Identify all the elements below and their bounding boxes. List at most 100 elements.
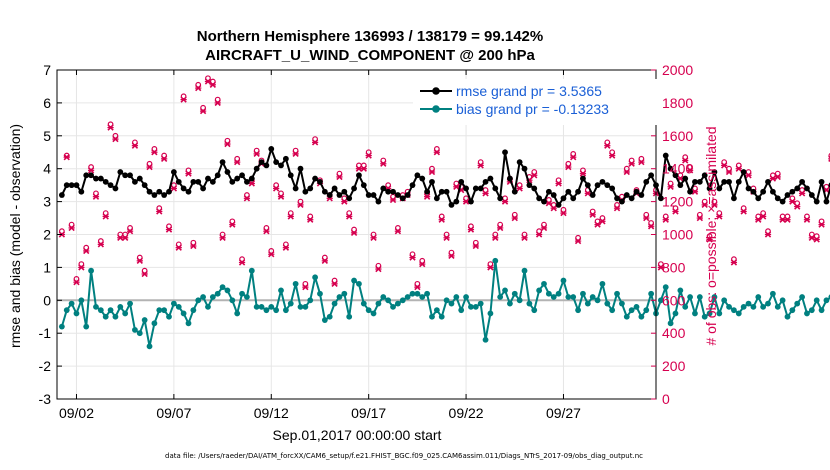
obs-assimilated-point: [579, 170, 587, 177]
obs-assimilated-point: [560, 209, 567, 217]
obs-assimilated-point: [97, 241, 104, 248]
obs-assimilated-point: [219, 234, 226, 241]
obs-assimilated-point: [102, 213, 109, 220]
rmse-point: [244, 178, 250, 185]
rmse-point: [584, 182, 591, 189]
rmse-point: [268, 146, 275, 152]
obs-assimilated-point: [438, 216, 445, 223]
obs-assimilated-point: [769, 175, 777, 182]
obs-assimilated-point: [389, 196, 397, 204]
rmse-point: [419, 175, 426, 182]
obs-assimilated-point: [112, 135, 119, 143]
bias-point: [302, 303, 309, 310]
bias-point: [297, 303, 304, 310]
rmse-point: [619, 198, 625, 205]
obs-assimilated-point: [545, 200, 553, 207]
bias-point: [765, 300, 771, 307]
rmse-point: [346, 195, 353, 202]
obs-assimilated-point: [160, 155, 168, 162]
bias-point: [151, 320, 158, 327]
bias-point: [404, 294, 411, 300]
rmse-point: [136, 175, 143, 182]
bias-point: [799, 294, 805, 300]
obs-assimilated-point: [190, 242, 197, 250]
rmse-point: [487, 175, 494, 182]
obs-assimilated-point: [657, 264, 665, 271]
obs-assimilated-point: [477, 162, 484, 169]
rmse-point: [263, 162, 270, 169]
obs-assimilated-point: [735, 165, 742, 172]
obs-assimilated-point: [740, 208, 747, 215]
rmse-point: [58, 192, 65, 198]
obs-assimilated-point: [789, 198, 796, 205]
obs-assimilated-point: [725, 168, 733, 176]
axis-ticks: 09/02 09/07 09/12 09/17 09/22 09/27 -3 -2 -1 0 1 2 3…: [39, 62, 694, 421]
obs-assimilated-point: [467, 226, 475, 233]
bias-point: [614, 290, 620, 297]
obs-assimilated-point: [609, 152, 616, 159]
obs-assimilated-point: [647, 223, 655, 230]
obs-assimilated-point: [107, 124, 114, 131]
rmse-point: [808, 192, 815, 198]
bias-point: [239, 290, 245, 297]
rmse-point: [760, 188, 767, 195]
legend-bias-label: bias grand pr = -0.13233: [456, 101, 609, 117]
rmse-point: [78, 188, 85, 195]
bias-point: [769, 290, 776, 297]
bias-point: [750, 303, 757, 310]
rmse-point: [594, 182, 601, 189]
obs-assimilated-point: [721, 162, 728, 169]
bias-point: [122, 310, 129, 317]
bias-point: [370, 310, 377, 317]
rmse-point: [472, 185, 479, 192]
bias-point: [701, 313, 708, 320]
bias-point: [394, 300, 401, 307]
y-left-tick-label: 6: [43, 95, 51, 111]
bias-point: [107, 307, 114, 314]
bias-point: [594, 297, 601, 304]
rmse-point: [312, 175, 319, 182]
bias-point: [721, 297, 728, 304]
bias-point: [463, 294, 469, 300]
rmse-point: [662, 152, 669, 159]
rmse-point: [219, 159, 226, 166]
bias-point: [156, 307, 163, 314]
rmse-point: [502, 149, 508, 156]
bias-point: [166, 313, 172, 320]
bias-point: [662, 284, 669, 291]
rmse-point: [545, 188, 552, 195]
rmse-point: [560, 195, 567, 202]
bias-point: [472, 303, 479, 310]
obs-assimilated-point: [170, 185, 178, 192]
x-tick-label: 09/02: [59, 405, 94, 421]
rmse-point: [599, 178, 606, 185]
data-file-footnote: data file: /Users/raeder/DAI/ATM_forcXX/…: [165, 452, 643, 460]
obs-assimilated-point: [492, 234, 499, 241]
rmse-point: [458, 178, 465, 185]
rmse-point: [380, 185, 387, 192]
rmse-point: [292, 185, 299, 192]
obs-assimilated-point: [555, 180, 562, 187]
rmse-point: [682, 175, 689, 182]
rmse-point: [726, 178, 732, 185]
bias-point: [331, 300, 338, 307]
obs-assimilated-point: [759, 213, 767, 220]
obs-assimilated-point: [292, 150, 299, 158]
bias-point: [88, 267, 94, 274]
obs-assimilated-point: [365, 152, 372, 159]
bias-point: [360, 300, 367, 307]
rmse-point: [161, 192, 168, 198]
y-left-tick-label: 3: [43, 194, 51, 210]
rmse-point: [166, 188, 172, 195]
obs-assimilated-point: [565, 163, 572, 171]
bias-point: [477, 300, 484, 307]
rmse-point: [643, 178, 650, 185]
bias-point: [170, 300, 177, 307]
rmse-point: [672, 172, 679, 179]
bias-point: [580, 290, 586, 297]
bias-point: [760, 303, 767, 310]
bias-point: [356, 280, 362, 287]
obs-assimilated-point: [122, 234, 129, 241]
obs-assimilated-point: [331, 280, 338, 288]
